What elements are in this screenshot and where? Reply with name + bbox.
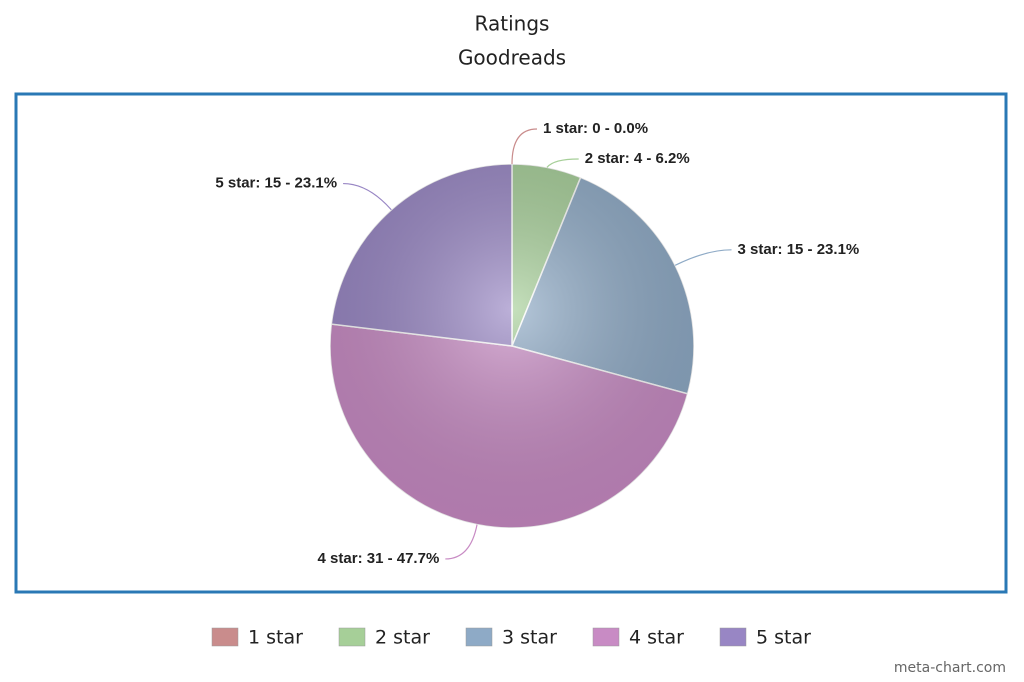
pie-slice bbox=[330, 163, 513, 347]
legend-swatch bbox=[465, 627, 493, 647]
leader-line bbox=[511, 128, 538, 165]
legend-label: 1 star bbox=[248, 627, 303, 649]
credit: meta-chart.com bbox=[894, 660, 1006, 676]
data-label: 5 star: 15 - 23.1% bbox=[215, 175, 337, 192]
leader-line bbox=[674, 249, 732, 266]
leader-line bbox=[546, 158, 579, 168]
chart-title: Ratings bbox=[475, 12, 550, 36]
legend-label: 3 star bbox=[502, 627, 557, 649]
legend-swatch bbox=[719, 627, 747, 647]
plot-frame bbox=[14, 92, 1008, 594]
legend-swatch bbox=[338, 627, 366, 647]
legend-swatch bbox=[211, 627, 239, 647]
leader-line bbox=[445, 524, 478, 560]
legend-label: 4 star bbox=[629, 627, 684, 649]
legend-swatch bbox=[592, 627, 620, 647]
chart-subtitle: Goodreads bbox=[458, 46, 566, 70]
data-label: 3 star: 15 - 23.1% bbox=[738, 241, 860, 258]
data-label: 1 star: 0 - 0.0% bbox=[543, 120, 648, 137]
leader-line bbox=[343, 182, 392, 211]
data-label: 4 star: 31 - 47.7% bbox=[318, 550, 440, 567]
data-label: 2 star: 4 - 6.2% bbox=[585, 150, 690, 167]
legend-label: 2 star bbox=[375, 627, 430, 649]
legend-label: 5 star bbox=[756, 627, 811, 649]
